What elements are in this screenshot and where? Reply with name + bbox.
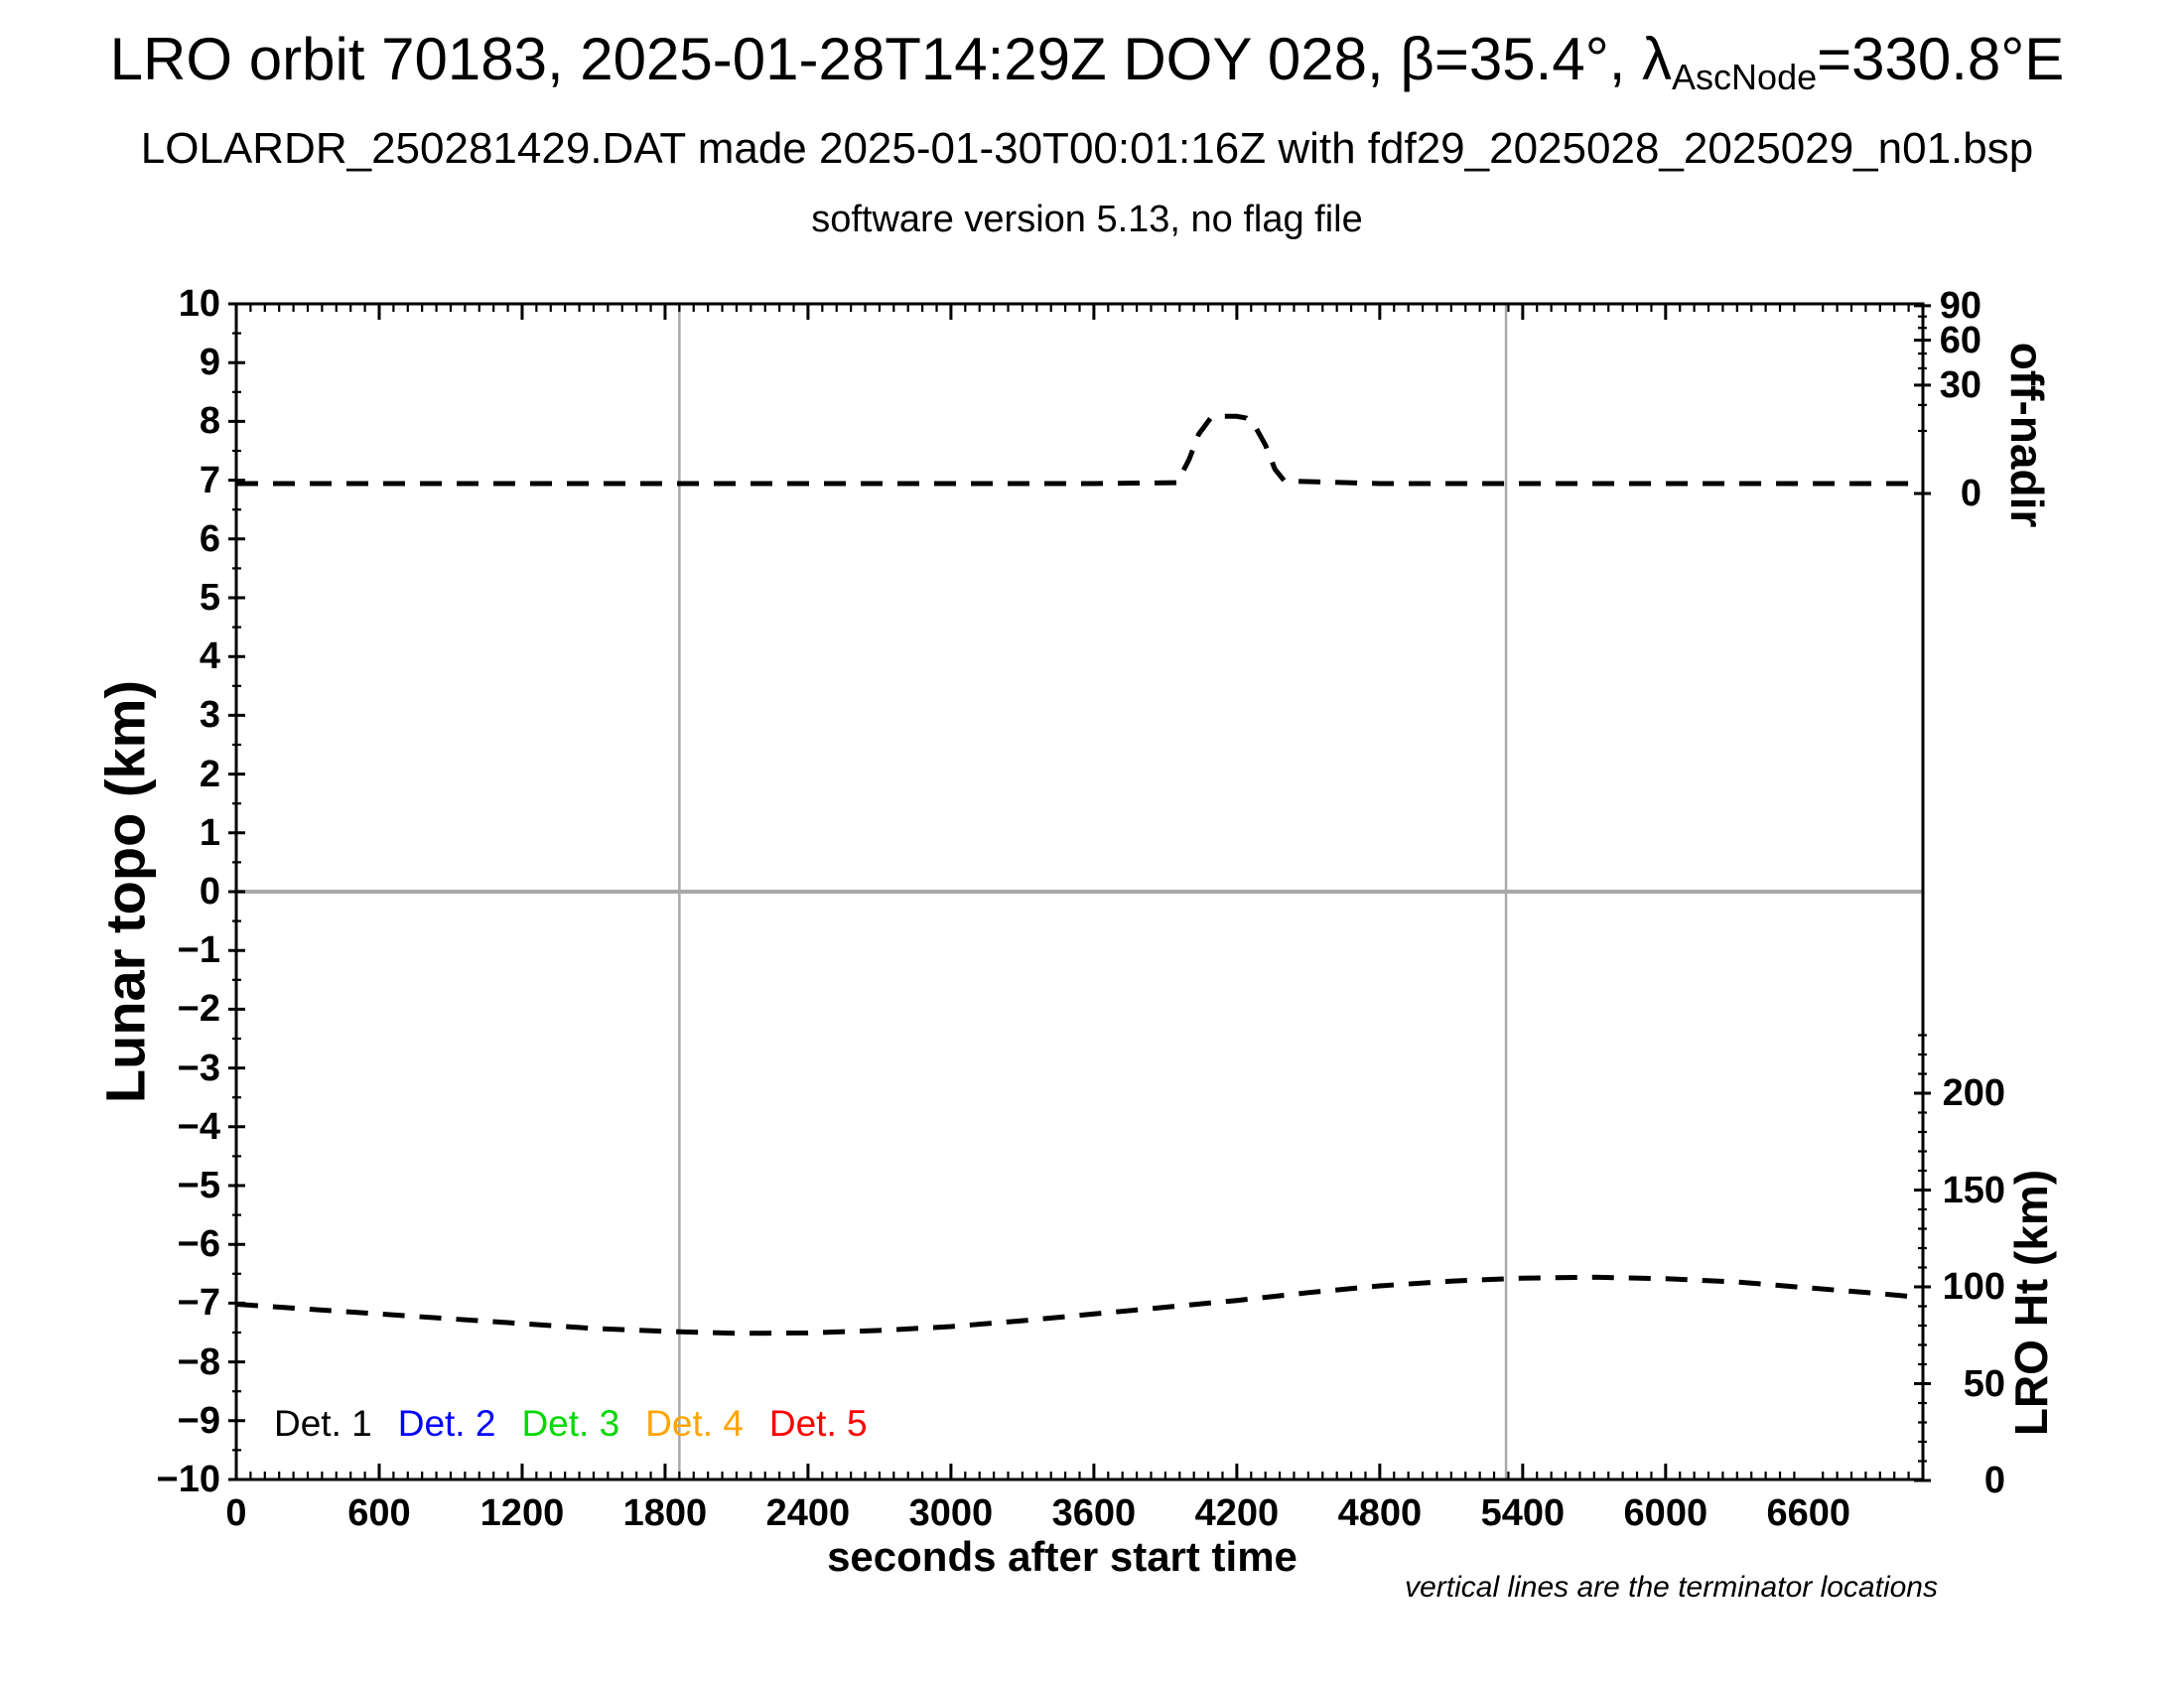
y-tick-label: −4 (177, 1105, 220, 1148)
lro-height-curve (235, 1274, 1912, 1336)
x-tick-label: 4800 (1337, 1492, 1423, 1534)
right-bottom-axis-title: LRO Ht (km) (2005, 1169, 2057, 1437)
bottom-axis-title: seconds after start time (827, 1533, 1297, 1580)
lroht-tick-label: 150 (1942, 1169, 2005, 1211)
title-subscript: AscNode (1672, 57, 1818, 98)
x-tick-label: 1200 (479, 1492, 565, 1534)
y-tick-label: 0 (199, 871, 220, 913)
figure-title: LRO orbit 70183, 2025-01-28T14:29Z DOY 0… (110, 28, 2065, 109)
y-tick-label: −2 (177, 988, 220, 1031)
y-tick-label: 1 (199, 811, 220, 854)
y-tick-label: −1 (177, 929, 220, 972)
x-tick-label: 600 (347, 1492, 411, 1534)
y-tick-label: 3 (199, 694, 220, 737)
y-tick-label: 2 (199, 753, 220, 795)
y-tick-label: 9 (199, 342, 220, 384)
lroht-tick-label: 100 (1942, 1266, 2005, 1308)
lroht-tick-label: 50 (1963, 1362, 2005, 1405)
terminator-note: vertical lines are the terminator locati… (1405, 1571, 1938, 1604)
offnadir-tick-label: 30 (1939, 363, 1981, 406)
title-main: LRO orbit 70183, 2025-01-28T14:29Z DOY 0… (109, 26, 1673, 92)
lroht-tick-label: 0 (1983, 1460, 2005, 1501)
y-tick-label: 4 (199, 635, 220, 678)
offnadir-tick-label: 0 (1960, 473, 1981, 514)
y-tick-label: −9 (177, 1399, 220, 1442)
y-tick-label: 7 (199, 459, 220, 501)
title-suffix: =330.8°E (1817, 26, 2065, 92)
x-tick-label: 6600 (1766, 1492, 1851, 1534)
offnadir-tick-label: 90 (1939, 284, 1981, 327)
x-tick-label: 4200 (1194, 1492, 1280, 1534)
y-tick-label: −5 (177, 1165, 220, 1206)
x-tick-label: 3600 (1051, 1492, 1137, 1534)
x-tick-label: 3000 (908, 1492, 994, 1534)
y-tick-label: 10 (178, 283, 220, 325)
legend-item: Det. 4 (645, 1403, 744, 1444)
y-tick-label: −8 (177, 1340, 220, 1383)
x-tick-label: 2400 (765, 1492, 851, 1534)
x-tick-label: 1800 (622, 1492, 708, 1534)
y-tick-label: 5 (199, 577, 220, 619)
x-tick-label: 0 (225, 1492, 247, 1534)
x-tick-label: 5400 (1480, 1492, 1566, 1534)
y-tick-label: −3 (177, 1047, 220, 1089)
offnadir-tick-label: 60 (1939, 319, 1981, 361)
legend-item: Det. 5 (768, 1403, 868, 1444)
right-top-axis-title: off-nadir (2001, 342, 2053, 528)
y-tick-label: 8 (199, 400, 220, 443)
legend-item: Det. 1 (274, 1403, 372, 1444)
y-tick-label: −6 (177, 1223, 220, 1266)
figure-subtitle-version: software version 5.13, no flag file (811, 199, 1363, 240)
lroht-tick-label: 200 (1942, 1072, 2005, 1114)
y-tick-label: −7 (177, 1282, 220, 1325)
legend-item: Det. 3 (521, 1403, 620, 1444)
y-tick-label: −10 (156, 1459, 220, 1500)
y-tick-label: 6 (199, 517, 220, 560)
x-tick-label: 6000 (1623, 1492, 1708, 1534)
figure-subtitle-file: LOLARDR_250281429.DAT made 2025-01-30T00… (140, 124, 2034, 173)
legend-item: Det. 2 (397, 1403, 496, 1444)
detector-legend: Det. 1 Det. 2 Det. 3 Det. 4 Det. 5 (274, 1404, 868, 1444)
off-nadir-curve (236, 413, 1911, 487)
